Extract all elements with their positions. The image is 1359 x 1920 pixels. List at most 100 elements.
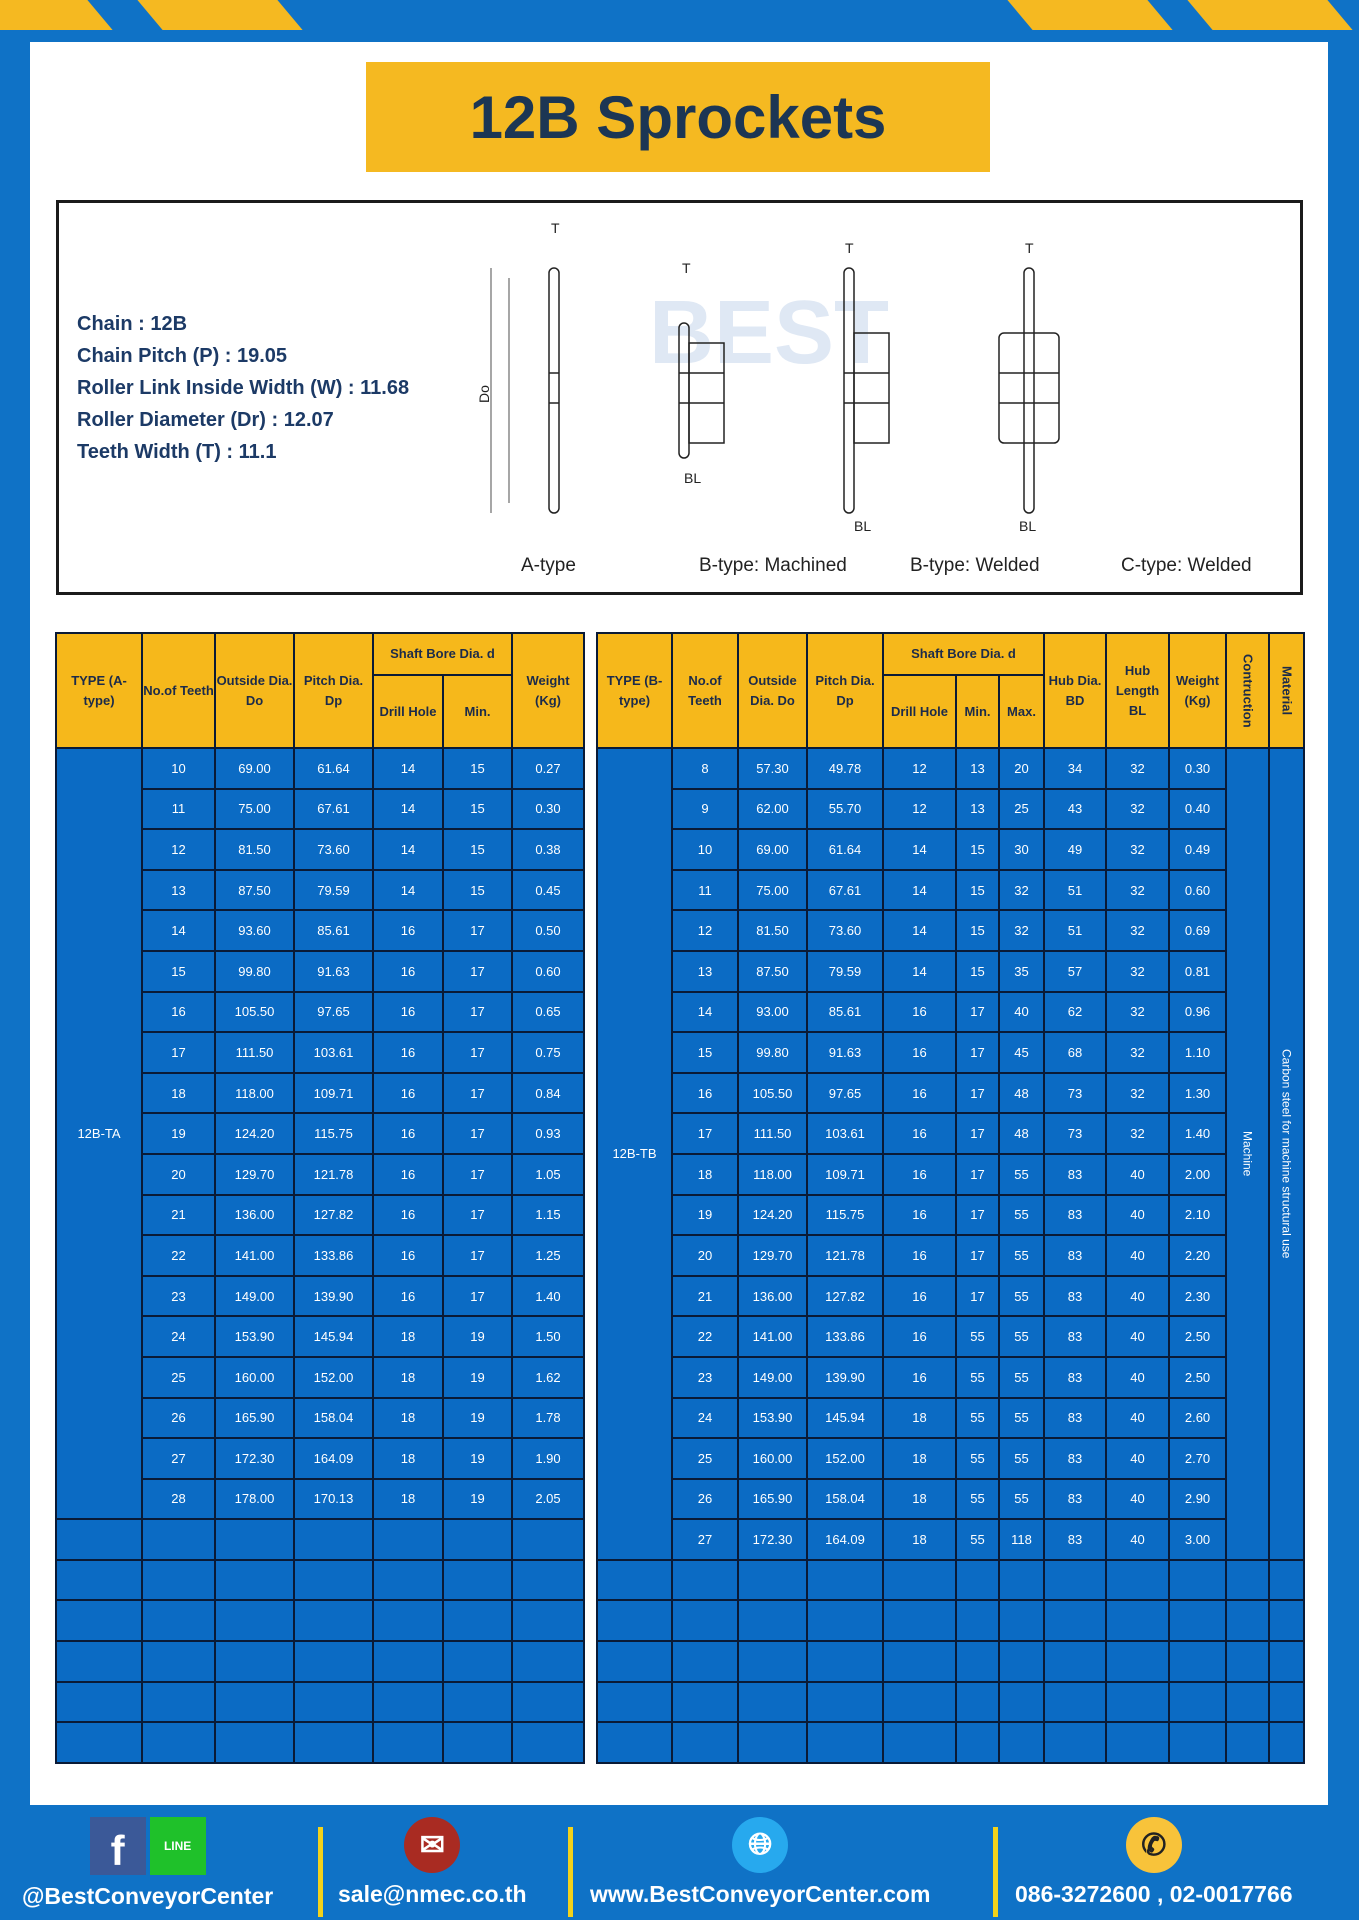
hub-dia-cell: 83 — [1043, 1274, 1108, 1318]
empty-cell — [511, 1599, 585, 1643]
weight-cell: 0.60 — [511, 949, 585, 993]
hub-dia-cell: 49 — [1043, 828, 1108, 871]
max-bore-cell: 32 — [997, 868, 1046, 912]
weight-cell: 0.38 — [511, 828, 585, 871]
table-row: 23 149.00 139.90 16 17 1.40 — [56, 1274, 585, 1318]
drill-hole-cell: 16 — [882, 1071, 957, 1115]
email-link[interactable]: sale@nmec.co.th — [338, 1881, 527, 1907]
decor-stripe — [1007, 0, 1173, 30]
empty-cell — [141, 1558, 216, 1602]
type-cell: 12B-TA — [55, 746, 143, 1521]
outside-dia-cell: 129.70 — [214, 1152, 295, 1196]
footer-social[interactable]: f LINE @BestConveyorCenter — [22, 1817, 273, 1910]
weight-cell: 0.75 — [511, 1031, 585, 1074]
empty-cell — [442, 1599, 513, 1643]
drill-hole-cell: 14 — [372, 787, 444, 831]
min-bore-cell: 17 — [955, 990, 1000, 1034]
empty-cell — [997, 1599, 1046, 1643]
teeth-cell: 15 — [141, 949, 216, 993]
drill-hole-cell: 16 — [882, 1315, 957, 1358]
empty-cell — [955, 1721, 1000, 1764]
hub-dia-cell: 68 — [1043, 1031, 1108, 1074]
table-row: 22 141.00 133.86 16 17 1.25 — [56, 1234, 585, 1277]
footer-email[interactable]: ✉ sale@nmec.co.th — [338, 1817, 527, 1908]
drill-hole-cell: 16 — [372, 949, 444, 993]
empty-cell — [806, 1558, 884, 1602]
empty-row — [55, 1721, 585, 1764]
header-hub-dia: Hub Dia. BD — [1043, 632, 1108, 749]
hub-dia-cell: 73 — [1043, 1112, 1108, 1155]
outside-dia-cell: 93.00 — [737, 990, 808, 1034]
hub-length-cell: 32 — [1105, 1071, 1171, 1115]
header-min: Min. — [442, 674, 513, 749]
header-drill-hole: Drill Hole — [372, 674, 444, 749]
min-bore-cell: 17 — [442, 1031, 513, 1074]
empty-cell — [671, 1640, 739, 1683]
svg-text:BL: BL — [854, 518, 871, 534]
pitch-dia-cell: 79.59 — [293, 868, 374, 912]
empty-cell — [1268, 1721, 1306, 1764]
facebook-icon[interactable]: f — [89, 1817, 146, 1875]
weight-cell: 0.27 — [511, 747, 585, 790]
empty-cell — [1105, 1599, 1171, 1643]
weight-cell: 2.50 — [1168, 1355, 1228, 1399]
empty-cell — [442, 1721, 513, 1764]
empty-cell — [1168, 1721, 1228, 1764]
empty-cell — [1043, 1721, 1108, 1764]
outside-dia-cell: 136.00 — [214, 1193, 295, 1237]
pitch-dia-cell: 97.65 — [293, 990, 374, 1034]
min-bore-cell: 15 — [955, 909, 1000, 952]
drill-hole-cell: 16 — [372, 1234, 444, 1277]
empty-cell — [806, 1640, 884, 1683]
phone-numbers[interactable]: 086-3272600 , 02-0017766 — [1015, 1881, 1293, 1907]
footer: f LINE @BestConveyorCenter ✉ sale@nmec.c… — [0, 1805, 1359, 1920]
empty-cell — [955, 1680, 1000, 1724]
weight-cell: 1.40 — [511, 1274, 585, 1318]
outside-dia-cell: 160.00 — [737, 1437, 808, 1480]
pitch-dia-cell: 103.61 — [806, 1112, 884, 1155]
teeth-cell: 15 — [671, 1031, 739, 1074]
empty-cell — [596, 1558, 673, 1602]
spec-chain: Chain : 12B — [77, 313, 188, 335]
footer-website[interactable]: 🌐︎ www.BestConveyorCenter.com — [590, 1817, 930, 1908]
drill-hole-cell: 18 — [372, 1477, 444, 1521]
line-icon[interactable]: LINE — [149, 1817, 206, 1875]
outside-dia-cell: 87.50 — [737, 949, 808, 993]
table-row: 20 129.70 121.78 16 17 1.05 — [56, 1152, 585, 1196]
footer-phone[interactable]: ✆ 086-3272600 , 02-0017766 — [1015, 1817, 1293, 1908]
header-max: Max. — [997, 674, 1046, 749]
teeth-cell: 23 — [141, 1274, 216, 1318]
pitch-dia-cell: 127.82 — [293, 1193, 374, 1237]
min-bore-cell: 17 — [955, 1234, 1000, 1277]
min-bore-cell: 17 — [955, 1112, 1000, 1155]
max-bore-cell: 32 — [997, 909, 1046, 952]
table-row: 24 153.90 145.94 18 55 55 83 40 2.60 — [597, 1396, 1304, 1440]
outside-dia-cell: 172.30 — [737, 1518, 808, 1561]
empty-row — [596, 1680, 1306, 1724]
pitch-dia-cell: 79.59 — [806, 949, 884, 993]
table-row: 27 172.30 164.09 18 55 118 83 40 3.00 — [597, 1518, 1304, 1561]
teeth-cell: 19 — [671, 1193, 739, 1237]
social-handle[interactable]: @BestConveyorCenter — [22, 1883, 274, 1909]
chain-specs: Chain : 12B Chain Pitch (P) : 19.05 Roll… — [77, 308, 409, 468]
max-bore-cell: 55 — [997, 1355, 1046, 1399]
teeth-cell: 24 — [671, 1396, 739, 1440]
pitch-dia-cell: 109.71 — [806, 1152, 884, 1196]
empty-cell — [511, 1680, 585, 1724]
table-row: 17 111.50 103.61 16 17 48 73 32 1.40 — [597, 1112, 1304, 1155]
website-link[interactable]: www.BestConveyorCenter.com — [590, 1881, 931, 1907]
table-row: 28 178.00 170.13 18 19 2.05 — [56, 1477, 585, 1521]
weight-cell: 0.65 — [511, 990, 585, 1034]
spec-teeth: Teeth Width (T) : 11.1 — [77, 441, 277, 463]
header-shaft-bore: Shaft Bore Dia. d — [372, 632, 513, 676]
header-pitch-dia: Pitch Dia. Dp — [293, 632, 374, 749]
hub-length-cell: 32 — [1105, 1112, 1171, 1155]
min-bore-cell: 19 — [442, 1355, 513, 1399]
drill-hole-cell: 18 — [882, 1396, 957, 1440]
header-weight: Weight (Kg) — [1168, 632, 1228, 749]
pitch-dia-cell: 91.63 — [806, 1031, 884, 1074]
empty-cell — [882, 1599, 957, 1643]
empty-cell — [1268, 1640, 1306, 1683]
header-type: TYPE (A-type) — [55, 632, 143, 749]
outside-dia-cell: 62.00 — [737, 787, 808, 831]
